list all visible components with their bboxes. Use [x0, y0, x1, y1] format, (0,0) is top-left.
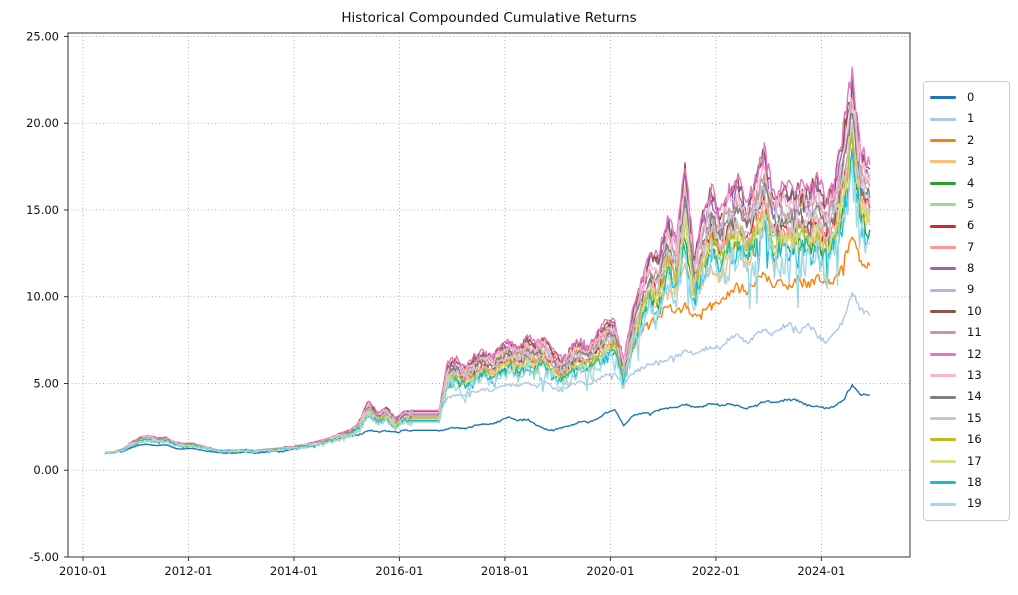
legend-item-13: 13: [930, 365, 1009, 386]
legend-item-label: 8: [967, 261, 975, 276]
legend-item-16: 16: [930, 429, 1009, 450]
legend-item-0: 0: [930, 87, 1009, 108]
axis-tick-labels: 2010-01 2012-01 2014-01 2016-01 2018-01 2020-…: [26, 29, 845, 578]
legend-swatch: [930, 288, 956, 292]
y-tick-label: 10.00: [26, 290, 59, 304]
legend-item-label: 7: [967, 239, 975, 254]
legend-item-label: 1: [967, 111, 975, 126]
y-tick-label: 15.00: [26, 203, 59, 217]
legend-swatch: [930, 224, 956, 228]
legend-item-label: 18: [967, 474, 982, 489]
legend-item-19: 19: [930, 493, 1009, 514]
series-line-19: [104, 165, 871, 455]
legend-item-label: 0: [967, 89, 975, 104]
x-tick-label: 2012-01: [164, 564, 212, 578]
legend-item-9: 9: [930, 280, 1009, 301]
y-tick-label: 0.00: [33, 463, 59, 477]
legend-item-2: 2: [930, 130, 1009, 151]
legend-item-label: 4: [967, 175, 975, 190]
legend-item-label: 10: [967, 303, 982, 318]
legend-swatch: [930, 438, 956, 442]
legend-item-18: 18: [930, 472, 1009, 493]
legend-swatch: [930, 160, 956, 164]
legend-item-6: 6: [930, 215, 1009, 236]
legend-item-10: 10: [930, 301, 1009, 322]
legend-item-7: 7: [930, 237, 1009, 258]
legend-swatch: [930, 203, 956, 207]
legend-swatch: [930, 138, 956, 142]
series-line-0: [104, 384, 870, 455]
legend-item-5: 5: [930, 194, 1009, 215]
x-tick-label: 2022-01: [692, 564, 740, 578]
legend-swatch: [930, 96, 956, 100]
series-line-15: [104, 121, 871, 455]
legend-item-label: 12: [967, 346, 982, 361]
legend-item-15: 15: [930, 408, 1009, 429]
legend-swatch: [930, 417, 956, 421]
legend-item-label: 17: [967, 453, 982, 468]
legend-item-label: 5: [967, 196, 975, 211]
legend-swatch: [930, 310, 956, 314]
legend-item-11: 11: [930, 322, 1009, 343]
legend-item-label: 6: [967, 218, 975, 233]
legend-item-label: 2: [967, 132, 975, 147]
legend-item-14: 14: [930, 386, 1009, 407]
series-line-3: [105, 149, 870, 455]
y-tick-label: 5.00: [33, 376, 59, 390]
legend-item-4: 4: [930, 173, 1009, 194]
axis-ticks: [64, 35, 822, 561]
series-line-11: [105, 96, 871, 454]
plot-border: [67, 32, 911, 558]
legend-item-1: 1: [930, 108, 1009, 129]
legend-item-label: 3: [967, 154, 975, 169]
legend-swatch: [930, 459, 956, 463]
legend-item-3: 3: [930, 151, 1009, 172]
y-tick-label: 20.00: [26, 116, 59, 130]
series-line-4: [105, 147, 871, 454]
legend-item-label: 14: [967, 389, 982, 404]
series-line-9: [104, 94, 871, 454]
legend: 0 1 2 3 4 5 6 7 8 9 10 11 12 13 14 15 16 17 18 19: [923, 81, 1010, 521]
chart-title: Historical Compounded Cumulative Returns: [341, 10, 636, 26]
legend-swatch: [930, 267, 956, 271]
legend-swatch: [930, 395, 956, 399]
x-tick-label: 2018-01: [481, 564, 529, 578]
legend-swatch: [930, 245, 956, 249]
legend-swatch: [930, 117, 956, 121]
legend-swatch: [930, 502, 956, 506]
legend-item-label: 15: [967, 410, 982, 425]
legend-item-label: 16: [967, 432, 982, 447]
series-line-12: [104, 66, 871, 454]
legend-item-label: 19: [967, 496, 982, 511]
series-lines: [104, 66, 871, 455]
legend-item-label: 13: [967, 368, 982, 383]
x-tick-label: 2014-01: [270, 564, 318, 578]
legend-item-8: 8: [930, 258, 1009, 279]
x-tick-label: 2016-01: [375, 564, 423, 578]
x-tick-label: 2024-01: [797, 564, 845, 578]
legend-item-17: 17: [930, 451, 1009, 472]
legend-item-label: 9: [967, 282, 975, 297]
y-tick-label: -5.00: [29, 550, 59, 564]
grid-lines: [68, 33, 910, 558]
y-tick-label: 25.00: [26, 29, 59, 43]
legend-item-12: 12: [930, 344, 1009, 365]
legend-item-label: 11: [967, 325, 982, 340]
legend-swatch: [930, 481, 956, 485]
series-line-13: [104, 97, 871, 454]
x-tick-label: 2010-01: [59, 564, 107, 578]
legend-swatch: [930, 181, 956, 185]
legend-swatch: [930, 352, 956, 356]
x-tick-label: 2020-01: [586, 564, 634, 578]
legend-swatch: [930, 374, 956, 378]
legend-swatch: [930, 331, 956, 335]
